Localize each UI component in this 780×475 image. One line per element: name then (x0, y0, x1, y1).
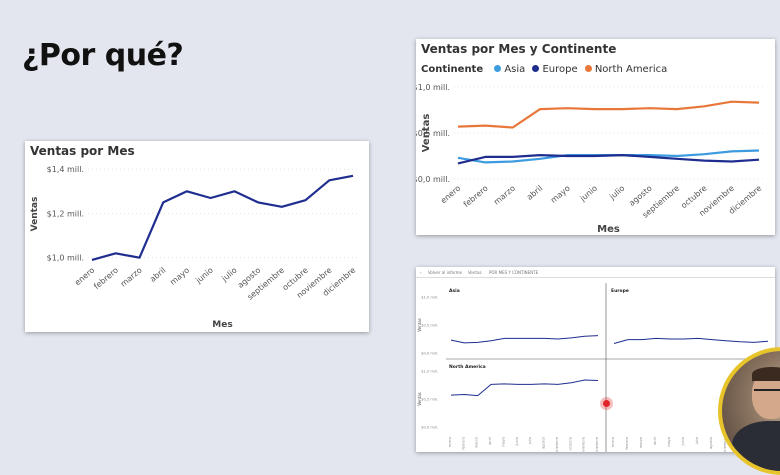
small-multiples-card: ‹ Volver al informe Ventas POR MES Y CON… (416, 267, 775, 452)
small-multiples-chart: Asia $0,0 mill. $0,5 mill. $1,0 mill. Ventas… (417, 283, 775, 452)
report-tab[interactable]: Ventas (468, 270, 482, 275)
series-line-europe (457, 153, 760, 165)
series-line-ventas (91, 174, 354, 261)
y-tick-label: $1,4 mill. (47, 165, 84, 174)
x-tick-label-mayo: mayo (168, 266, 191, 287)
y-axis-label: Ventas (417, 318, 422, 332)
x-tick-label-julio: julio (528, 437, 532, 445)
x-tick-label-marzo: marzo (119, 266, 144, 289)
x-tick-label-febrero: febrero (462, 184, 490, 210)
x-tick-label-julio: julio (219, 266, 238, 284)
x-tick-label-enero: enero (439, 184, 462, 206)
legend-item-europe[interactable]: Europe (542, 64, 578, 75)
back-to-report-link[interactable]: Volver al informe (428, 270, 462, 275)
panel-series-line (450, 379, 599, 397)
chart-legend: Continente Asia Europe North America (421, 64, 667, 75)
x-tick-label-abril: abril (148, 266, 167, 284)
x-tick-label-marzo: marzo (475, 437, 479, 448)
series-line-north-america (457, 100, 760, 129)
panel-series-line (613, 337, 769, 344)
x-tick-label-mayo: mayo (501, 437, 505, 447)
panel-series-line (450, 335, 599, 344)
x-tick-label-junio: junio (681, 437, 685, 447)
x-tick-label-febrero: febrero (625, 437, 629, 450)
y-tick-label: $0,5 mill. (416, 129, 450, 138)
x-tick-label-enero: enero (611, 437, 615, 447)
x-tick-label-junio: junio (515, 437, 519, 447)
presenter-glasses (754, 389, 780, 397)
visual-name: POR MES Y CONTINENTE (489, 270, 539, 275)
x-tick-label-enero: enero (448, 437, 452, 447)
x-tick-label-abril: abril (653, 437, 657, 445)
x-tick-label-noviembre: noviembre (582, 437, 586, 452)
legend-title: Continente (421, 64, 484, 75)
chart-title: Ventas por Mes (30, 144, 135, 158)
chart-title: Ventas por Mes y Continente (421, 42, 617, 56)
x-tick-label-junio: junio (193, 266, 215, 286)
x-tick-label-diciembre: diciembre (595, 437, 599, 452)
y-tick-label: $1,2 mill. (47, 209, 84, 218)
panel-title: Europe (611, 288, 629, 294)
y-axis-label: Ventas (417, 392, 422, 406)
panel-title: Asia (449, 288, 460, 294)
x-tick-label-mayo: mayo (667, 437, 671, 447)
x-tick-label-marzo: marzo (639, 437, 643, 448)
x-tick-label-julio: julio (695, 437, 699, 445)
presenter-hair (752, 367, 780, 381)
x-tick-label-agosto: agosto (709, 437, 713, 449)
y-axis-label: Ventas (421, 114, 432, 153)
y-tick-label: $1,0 mill. (421, 296, 438, 300)
y-tick-label: $0,0 mill. (421, 426, 438, 430)
panel-title: North America (449, 364, 486, 370)
x-tick-label-septiembre: septiembre (723, 437, 727, 452)
x-tick-label-febrero: febrero (92, 266, 120, 292)
slide-title: ¿Por qué? (22, 38, 184, 73)
presenter-shirt (732, 421, 780, 471)
legend-dot-europe (532, 65, 540, 72)
x-tick-label-julio: julio (607, 184, 626, 202)
x-tick-label-septiembre: septiembre (555, 437, 559, 452)
y-tick-label: $1,0 mill. (421, 370, 438, 374)
legend-dot-north-america (584, 65, 592, 72)
ventas-continente-card: Ventas por Mes y Continente Continente A… (416, 39, 775, 235)
report-toolbar: ‹ Volver al informe Ventas POR MES Y CON… (416, 267, 775, 278)
x-tick-label-mayo: mayo (549, 184, 572, 205)
presenter-cursor (603, 400, 610, 407)
y-tick-label: $0,5 mill. (421, 324, 438, 328)
x-axis-label: Mes (212, 320, 232, 330)
ventas-por-mes-chart: $1,0 mill.$1,2 mill.$1,4 mill.enerofebre… (30, 165, 357, 330)
y-tick-label: $0,0 mill. (421, 352, 438, 356)
y-axis-label: Ventas (30, 197, 40, 232)
y-tick-label: $0,5 mill. (421, 398, 438, 402)
x-tick-label-octubre: octubre (568, 437, 572, 450)
x-tick-label-febrero: febrero (461, 437, 465, 450)
y-tick-label: $0,0 mill. (416, 175, 450, 184)
y-tick-label: $1,0 mill. (416, 83, 450, 92)
back-arrow-icon[interactable]: ‹ (420, 270, 422, 275)
x-tick-label-marzo: marzo (492, 184, 517, 207)
legend-dot-asia (494, 65, 502, 72)
ventas-por-mes-card: Ventas por Mes $1,0 mill. $1,2 mill. $1,4 … (25, 141, 369, 332)
y-tick-label: $1,0 mill. (47, 254, 84, 263)
x-tick-label-agosto: agosto (542, 437, 546, 449)
legend-item-north-america[interactable]: North America (594, 64, 668, 75)
x-axis-label: Mes (597, 224, 620, 235)
x-tick-label-junio: junio (578, 184, 600, 204)
x-tick-label-abril: abril (525, 184, 544, 202)
legend-item-asia[interactable]: Asia (504, 64, 526, 75)
ventas-continente-chart: $0,0 mill. $0,5 mill. $1,0 mill. enero febre… (416, 83, 763, 235)
x-tick-label-abril: abril (488, 437, 492, 445)
